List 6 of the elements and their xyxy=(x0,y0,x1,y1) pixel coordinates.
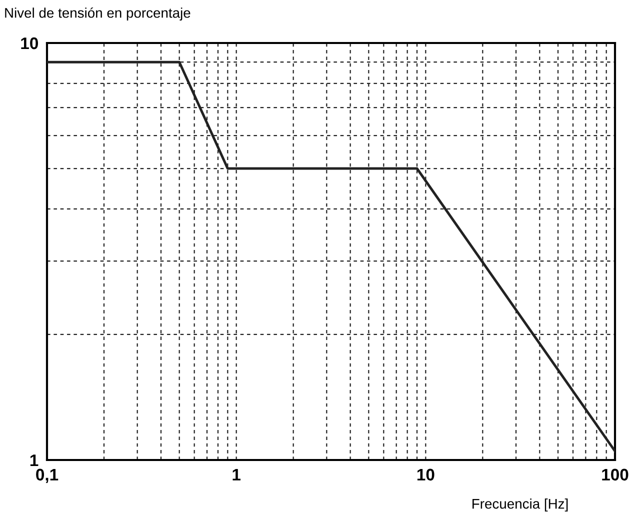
x-tick-label: 0,1 xyxy=(36,468,58,483)
y-axis-title: Nivel de tensión en porcentaje xyxy=(5,7,190,21)
x-axis-title: Frecuencia [Hz] xyxy=(472,498,568,512)
x-tick-label: 100 xyxy=(602,468,628,481)
x-tick-label: 1 xyxy=(232,468,241,480)
x-tick-label: 10 xyxy=(417,468,434,481)
